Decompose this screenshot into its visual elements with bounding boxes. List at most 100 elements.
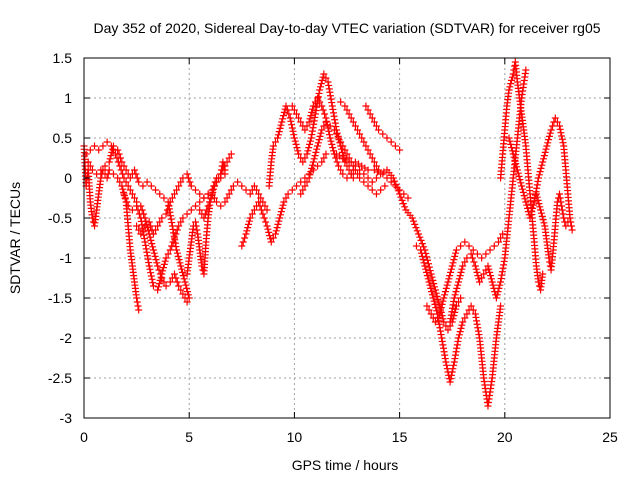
data-point bbox=[528, 208, 536, 216]
data-point bbox=[436, 307, 444, 315]
y-tick-labels: 1.5 1 0.5 0 -0.5 -1 -1.5 -2 -2.5 -3 bbox=[48, 50, 72, 426]
data-point bbox=[488, 278, 496, 286]
data-point bbox=[126, 186, 134, 194]
data-point bbox=[168, 222, 176, 230]
data-point bbox=[360, 170, 368, 178]
data-point bbox=[314, 162, 322, 170]
data-point bbox=[494, 288, 502, 296]
data-point bbox=[142, 245, 150, 253]
data-point bbox=[308, 164, 316, 172]
data-point bbox=[206, 198, 214, 206]
data-point bbox=[425, 278, 433, 286]
data-point bbox=[427, 270, 435, 278]
data-point bbox=[426, 281, 434, 289]
data-point bbox=[441, 355, 449, 363]
data-point bbox=[448, 308, 456, 316]
data-point bbox=[358, 134, 366, 142]
data-point bbox=[527, 211, 535, 219]
data-point bbox=[134, 206, 142, 214]
y-tick-label: -2.5 bbox=[48, 370, 72, 386]
data-point bbox=[537, 164, 545, 172]
data-point bbox=[558, 132, 566, 140]
data-point bbox=[490, 242, 498, 250]
data-point bbox=[182, 281, 190, 289]
data-point bbox=[166, 198, 174, 206]
data-point bbox=[86, 162, 94, 170]
data-point bbox=[225, 154, 233, 162]
data-point bbox=[221, 162, 229, 170]
data-point bbox=[459, 262, 467, 270]
data-point bbox=[227, 186, 235, 194]
data-point bbox=[351, 122, 359, 130]
data-point bbox=[537, 206, 545, 214]
y-tick-label: 0.5 bbox=[53, 130, 73, 146]
data-point bbox=[551, 114, 559, 122]
data-point bbox=[327, 137, 335, 145]
series-track-13 bbox=[362, 102, 404, 154]
data-point bbox=[133, 222, 141, 230]
data-point bbox=[313, 103, 321, 111]
data-point bbox=[455, 275, 463, 283]
data-point bbox=[372, 162, 380, 170]
data-point bbox=[210, 185, 218, 193]
data-point bbox=[255, 198, 263, 206]
data-point bbox=[354, 170, 362, 178]
data-point bbox=[325, 85, 333, 93]
data-point bbox=[364, 174, 372, 182]
data-point bbox=[101, 162, 109, 170]
data-point bbox=[498, 268, 506, 276]
data-point bbox=[508, 73, 516, 81]
data-point bbox=[122, 166, 130, 174]
data-point bbox=[335, 134, 343, 142]
data-point bbox=[139, 182, 147, 190]
y-tick-label: -2 bbox=[60, 330, 73, 346]
data-point bbox=[500, 257, 508, 265]
data-point bbox=[217, 170, 225, 178]
data-point bbox=[556, 194, 564, 202]
data-point bbox=[533, 181, 541, 189]
data-point bbox=[540, 152, 548, 160]
y-tick-label: -3 bbox=[60, 410, 73, 426]
data-point bbox=[137, 217, 145, 225]
data-point bbox=[450, 358, 458, 366]
data-point bbox=[105, 166, 113, 174]
data-point bbox=[535, 171, 543, 179]
data-point bbox=[351, 166, 359, 174]
data-point bbox=[276, 214, 284, 222]
data-point bbox=[431, 283, 439, 291]
data-point bbox=[540, 155, 548, 163]
data-point bbox=[301, 182, 309, 190]
data-point bbox=[307, 112, 315, 120]
data-point bbox=[560, 214, 568, 222]
data-point bbox=[450, 361, 458, 369]
data-point bbox=[308, 127, 316, 135]
data-point bbox=[447, 371, 455, 379]
data-point bbox=[301, 154, 309, 162]
data-point bbox=[480, 270, 488, 278]
data-point bbox=[178, 268, 186, 276]
data-point bbox=[455, 331, 463, 339]
data-point bbox=[147, 182, 155, 190]
data-point bbox=[540, 219, 548, 227]
data-point bbox=[271, 138, 279, 146]
data-point bbox=[417, 249, 425, 257]
data-point bbox=[360, 178, 368, 186]
data-point bbox=[422, 265, 430, 273]
data-point bbox=[276, 124, 284, 132]
data-point bbox=[267, 238, 275, 246]
data-point bbox=[305, 118, 313, 126]
data-point bbox=[172, 274, 180, 282]
data-point bbox=[242, 186, 250, 194]
data-point bbox=[170, 190, 178, 198]
data-point bbox=[499, 264, 507, 272]
data-point bbox=[440, 348, 448, 356]
data-point bbox=[453, 284, 461, 292]
data-point bbox=[564, 218, 572, 226]
data-point bbox=[336, 139, 344, 147]
data-point bbox=[260, 214, 268, 222]
data-point bbox=[154, 222, 162, 230]
data-point bbox=[143, 252, 151, 260]
data-point bbox=[314, 94, 322, 102]
data-point bbox=[278, 204, 286, 212]
